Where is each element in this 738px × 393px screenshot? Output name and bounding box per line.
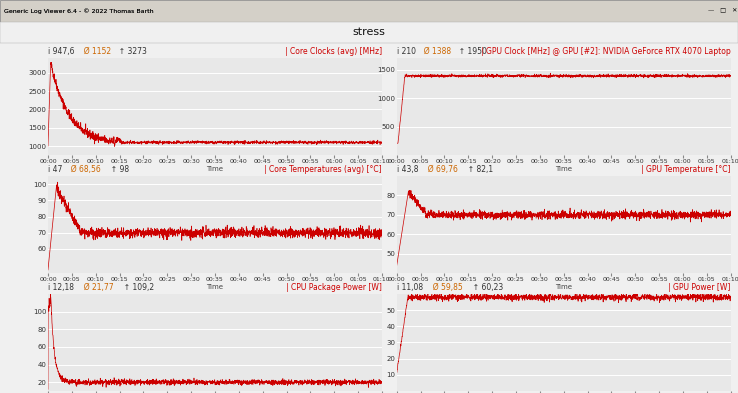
Text: ↑ 82,1: ↑ 82,1	[463, 165, 493, 174]
Text: i 210: i 210	[397, 47, 415, 56]
Text: Ø 1152: Ø 1152	[79, 47, 111, 56]
Text: Ø 59,85: Ø 59,85	[428, 283, 463, 292]
Text: Ø 21,77: Ø 21,77	[79, 283, 114, 292]
Text: ↑ 1950: ↑ 1950	[455, 47, 487, 56]
Text: i 12,18: i 12,18	[48, 283, 74, 292]
Text: Ø 69,76: Ø 69,76	[424, 165, 458, 174]
Text: ↑ 109,2: ↑ 109,2	[119, 283, 154, 292]
X-axis label: Time: Time	[207, 284, 224, 290]
Text: stress: stress	[353, 28, 385, 37]
Text: i 43,8: i 43,8	[397, 165, 418, 174]
Text: | CPU Package Power [W]: | CPU Package Power [W]	[286, 283, 382, 292]
Text: ↑ 98: ↑ 98	[106, 165, 128, 174]
Text: | GPU Temperature [°C]: | GPU Temperature [°C]	[641, 165, 731, 174]
Text: —   □   ✕: — □ ✕	[708, 8, 738, 13]
X-axis label: Time: Time	[207, 166, 224, 172]
Text: Generic Log Viewer 6.4 - © 2022 Thomas Barth: Generic Log Viewer 6.4 - © 2022 Thomas B…	[4, 8, 154, 14]
Text: Ø 1388: Ø 1388	[419, 47, 451, 56]
Text: Generic Log Viewer 6.4 - © 2022 Thomas Barth: Generic Log Viewer 6.4 - © 2022 Thomas B…	[4, 8, 154, 14]
Text: ↑ 60,23: ↑ 60,23	[468, 283, 503, 292]
X-axis label: Time: Time	[555, 284, 572, 290]
Text: ↑ 3273: ↑ 3273	[114, 47, 148, 56]
Text: | GPU Power [W]: | GPU Power [W]	[668, 283, 731, 292]
Text: | Core Clocks (avg) [MHz]: | Core Clocks (avg) [MHz]	[285, 47, 382, 56]
Text: | Core Temperatures (avg) [°C]: | Core Temperatures (avg) [°C]	[264, 165, 382, 174]
Text: i 947,6: i 947,6	[48, 47, 75, 56]
X-axis label: Time: Time	[555, 166, 572, 172]
Text: Ø 68,56: Ø 68,56	[66, 165, 100, 174]
Text: i 47: i 47	[48, 165, 62, 174]
Text: i 11,08: i 11,08	[397, 283, 423, 292]
Text: | GPU Clock [MHz] @ GPU [#2]: NVIDIA GeForce RTX 4070 Laptop: | GPU Clock [MHz] @ GPU [#2]: NVIDIA GeF…	[481, 47, 731, 56]
